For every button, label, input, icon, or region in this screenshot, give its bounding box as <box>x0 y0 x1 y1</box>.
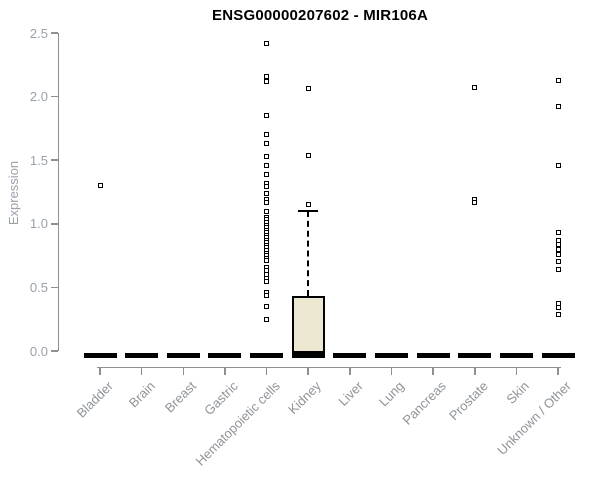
x-axis-line <box>97 366 562 368</box>
outlier-point <box>472 199 478 205</box>
box-median-bar <box>83 352 117 358</box>
y-tick-label: 0.5 <box>29 279 48 295</box>
outlier-point <box>264 278 270 284</box>
box-median-bar <box>125 352 159 358</box>
outlier-point <box>264 292 270 298</box>
outlier-point <box>555 162 561 168</box>
x-tick-mark <box>390 368 393 375</box>
y-tick-label: 2.5 <box>29 25 48 41</box>
outlier-point <box>264 141 270 147</box>
y-tick-mark <box>51 95 58 98</box>
box-median-bar <box>541 352 575 358</box>
outlier-point <box>555 77 561 83</box>
outlier-point <box>555 241 561 247</box>
outlier-point <box>305 202 311 208</box>
x-tick-mark <box>140 368 143 375</box>
outlier-point <box>264 162 270 168</box>
outlier-point <box>264 40 270 46</box>
outlier-point <box>264 208 270 214</box>
upper-whisker-line <box>307 211 310 297</box>
outlier-point <box>264 132 270 138</box>
outlier-point <box>555 267 561 273</box>
outlier-point <box>264 184 270 190</box>
y-tick-label: 0.0 <box>29 343 48 359</box>
outlier-point <box>97 183 103 189</box>
upper-whisker-cap <box>298 210 319 213</box>
box-median-bar <box>416 352 450 358</box>
x-tick-mark <box>515 368 518 375</box>
y-tick-label: 2.0 <box>29 89 48 105</box>
x-tick-mark <box>432 368 434 375</box>
x-tick-mark <box>99 368 101 375</box>
y-tick-mark <box>51 350 58 352</box>
box-median-bar <box>374 352 408 358</box>
outlier-point <box>264 171 270 177</box>
box-median-bar <box>458 352 492 358</box>
iqr-box <box>291 296 325 353</box>
y-tick-mark <box>51 159 58 161</box>
outlier-point <box>472 85 478 91</box>
outlier-point <box>264 190 270 196</box>
outlier-point <box>264 73 270 79</box>
x-tick-mark <box>265 368 268 375</box>
outlier-point <box>264 258 270 264</box>
y-tick-mark <box>51 223 58 225</box>
box-median-bar <box>208 352 242 358</box>
y-tick-label: 1.5 <box>29 152 48 168</box>
outlier-point <box>264 199 270 205</box>
outlier-point <box>555 104 561 110</box>
chart-title: ENSG00000207602 - MIR106A <box>212 7 428 24</box>
y-tick-label: 1.0 <box>29 216 48 232</box>
outlier-point <box>264 153 270 159</box>
box-median-bar <box>250 352 284 358</box>
x-tick-mark <box>307 368 309 375</box>
x-tick-mark <box>224 368 226 375</box>
x-tick-mark <box>182 368 185 375</box>
outlier-point <box>264 113 270 119</box>
box-median-bar <box>166 352 200 358</box>
outlier-point <box>555 305 561 311</box>
x-tick-mark <box>474 368 476 375</box>
box-median-bar <box>499 352 533 358</box>
y-axis-line <box>57 33 59 351</box>
outlier-point <box>555 246 561 252</box>
outlier-point <box>305 152 311 158</box>
outlier-point <box>305 86 311 92</box>
outlier-point <box>264 78 270 84</box>
box-median-bar <box>291 352 325 358</box>
outlier-point <box>555 230 561 236</box>
outlier-point <box>264 303 270 309</box>
outlier-point <box>555 311 561 317</box>
y-tick-mark <box>51 32 58 34</box>
outlier-point <box>264 316 270 322</box>
outlier-point <box>555 259 561 265</box>
outlier-point <box>555 251 561 257</box>
box-median-bar <box>333 352 367 358</box>
x-tick-mark <box>349 368 351 375</box>
x-tick-mark <box>557 368 559 375</box>
y-tick-mark <box>51 286 58 289</box>
